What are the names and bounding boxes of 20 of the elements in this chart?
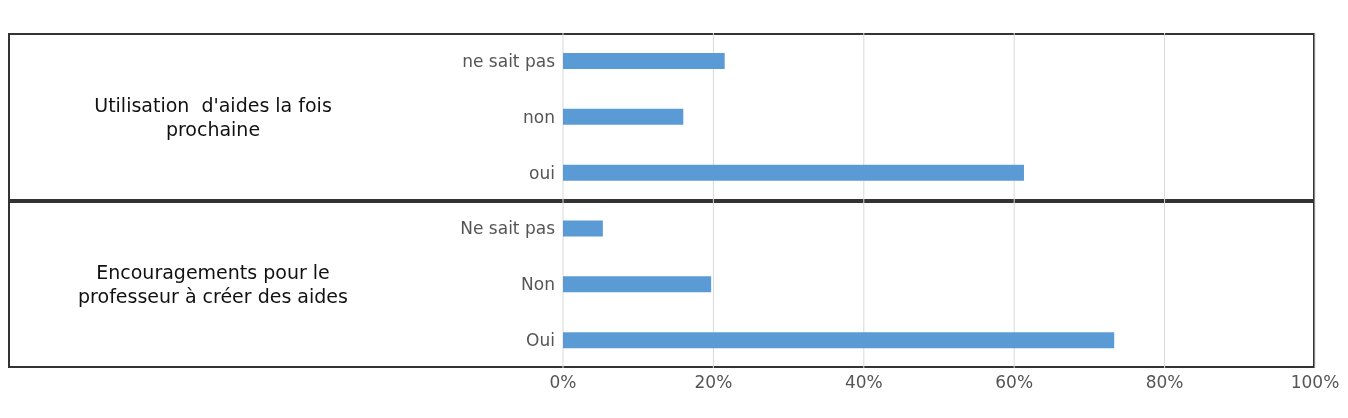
x-tick-label: 80% (1145, 372, 1184, 393)
x-tick-label: 60% (995, 372, 1034, 393)
y-tick-label: oui (529, 162, 555, 183)
bar (563, 220, 603, 237)
bar (563, 276, 712, 293)
x-tick-label: 20% (694, 372, 733, 393)
y-tick-label: ne sait pas (462, 50, 556, 71)
bar (563, 332, 1115, 349)
bar (563, 53, 725, 69)
bar (563, 108, 684, 125)
bar (563, 164, 1024, 181)
text: Encouragements pour le professeur à créer des aides (77, 260, 349, 310)
x-tick-label: 40% (844, 372, 883, 393)
y-tick-label: non (523, 106, 555, 127)
y-tick-label: Non (521, 274, 555, 295)
y-tick-label: Ne sait pas (460, 218, 556, 239)
x-tick-label: 0% (549, 372, 577, 393)
text: Utilisation d'aides la fois prochaine (93, 92, 333, 142)
y-tick-label: Oui (526, 330, 555, 351)
x-tick-label: 100% (1290, 372, 1340, 393)
